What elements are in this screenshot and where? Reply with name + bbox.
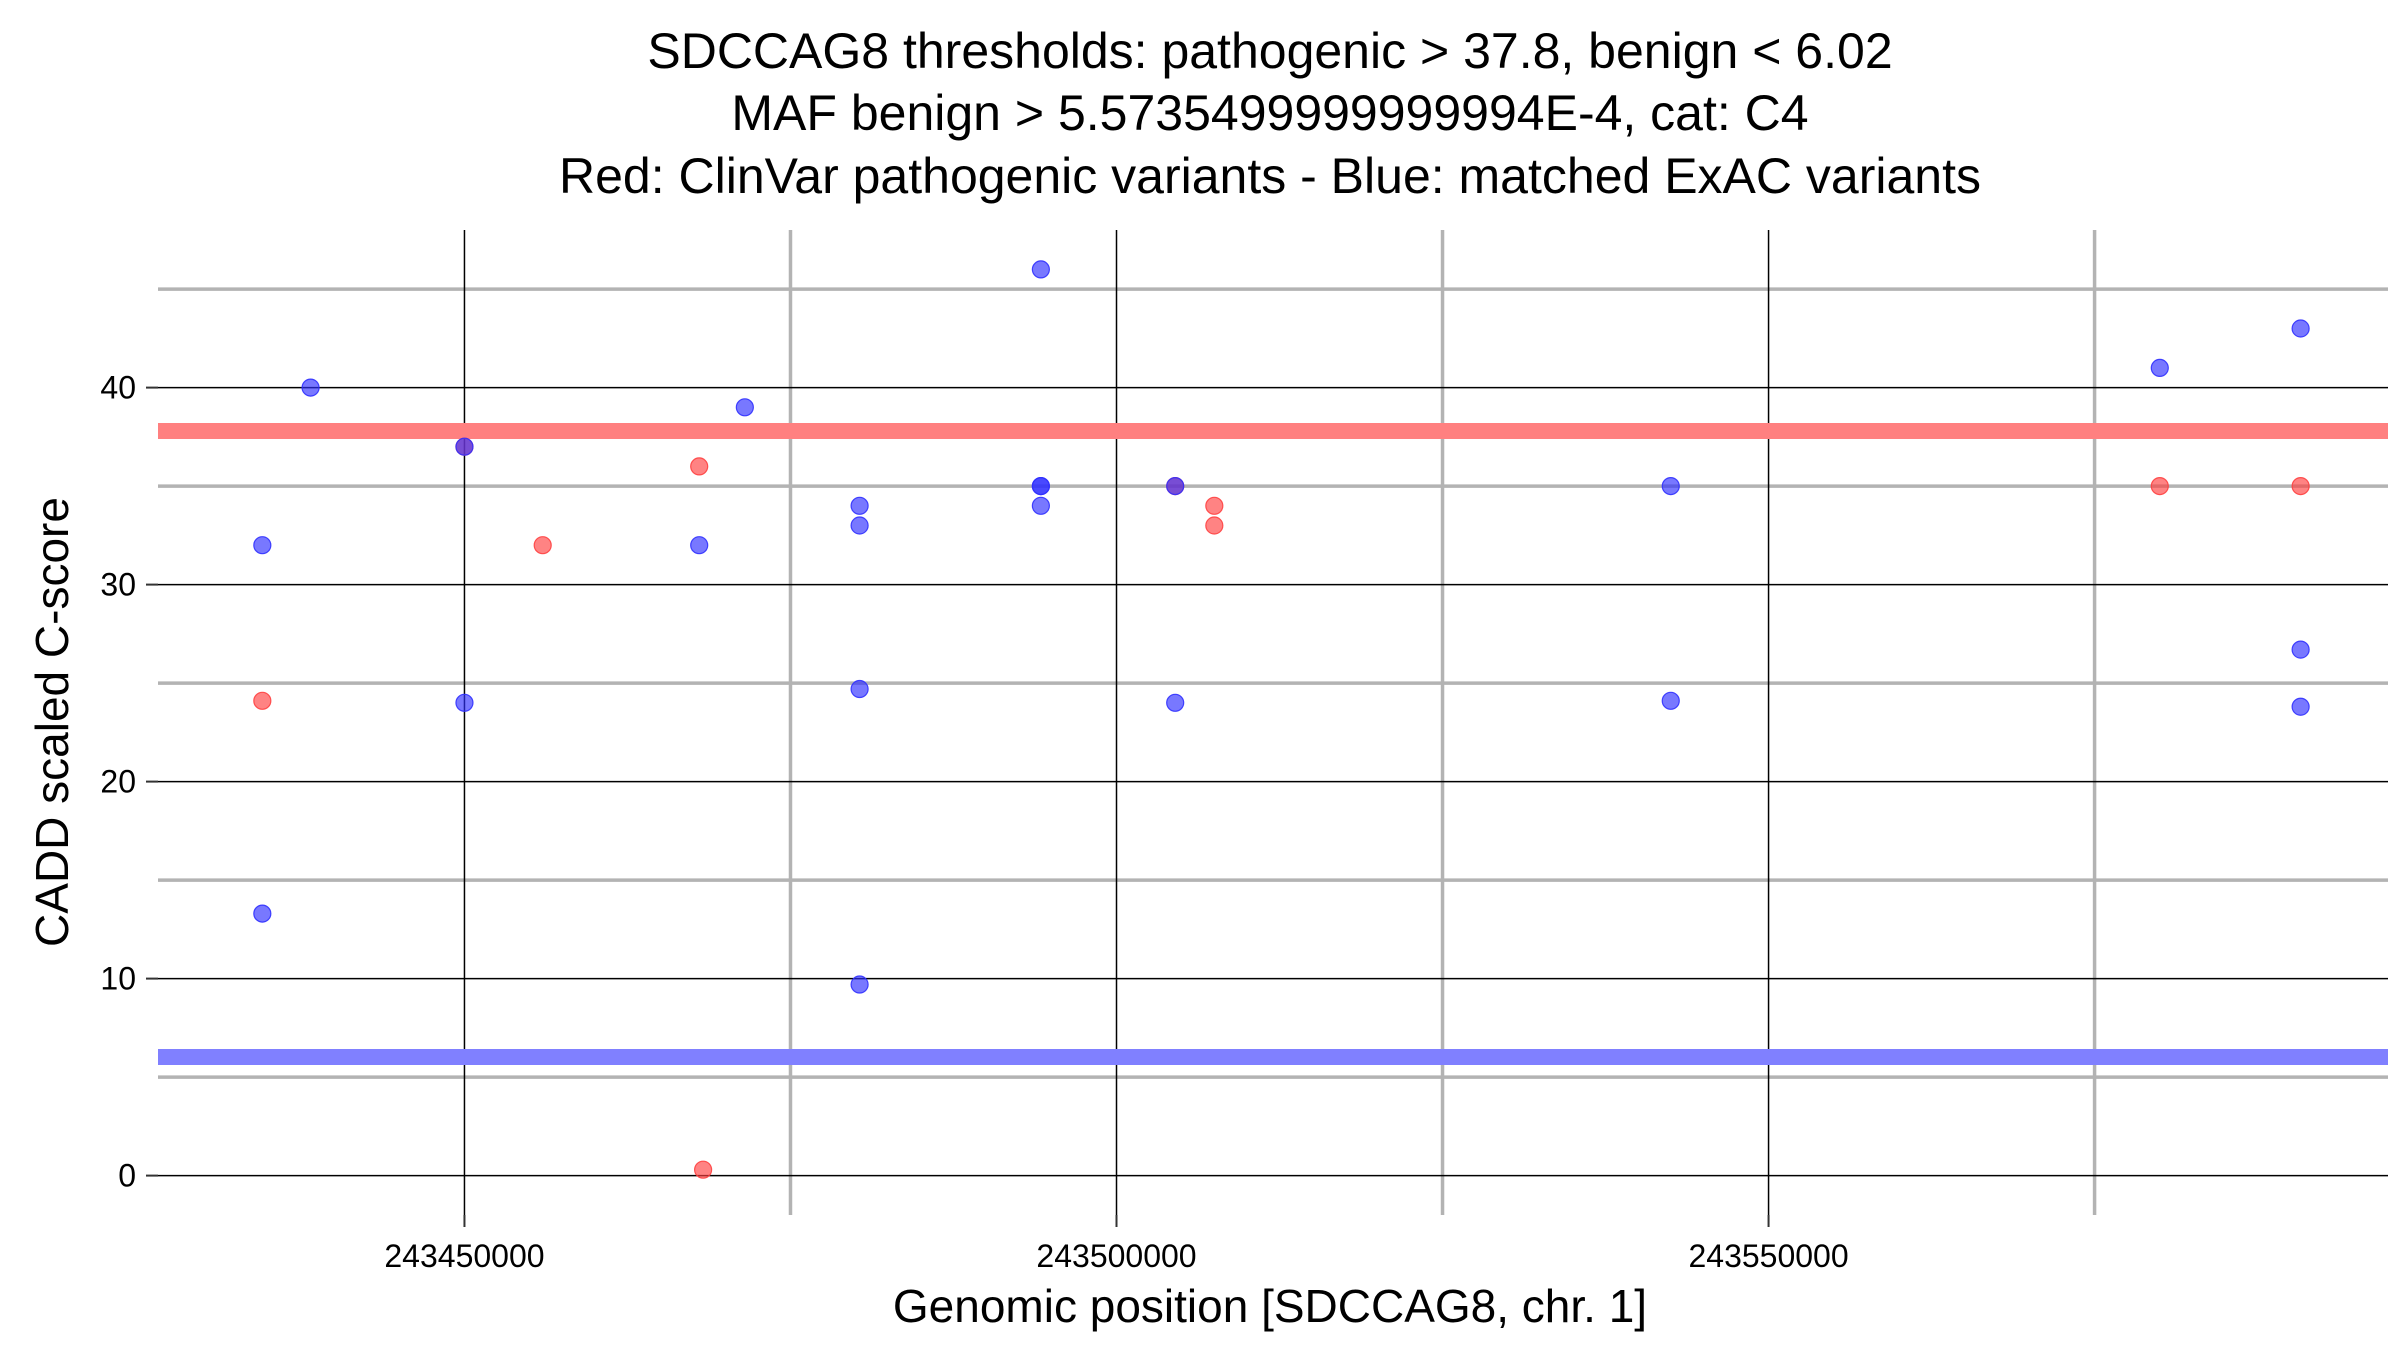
exac-point — [1166, 693, 1185, 712]
clinvar-point — [690, 457, 709, 476]
major-grid — [158, 230, 2388, 1215]
exac-point — [850, 516, 869, 535]
exac-point — [2291, 640, 2310, 659]
exac-point — [850, 975, 869, 994]
y-tick-label: 0 — [118, 1158, 136, 1194]
exac-point — [253, 904, 272, 923]
threshold-lines — [158, 422, 2388, 1066]
exac-point — [2291, 697, 2310, 716]
exac-point — [1031, 260, 1050, 279]
exac-point — [1031, 477, 1050, 496]
exac-point — [690, 536, 709, 555]
y-tick-label: 20 — [100, 764, 136, 800]
y-tick-label: 30 — [100, 567, 136, 603]
chart-title-line-3: Red: ClinVar pathogenic variants - Blue:… — [559, 148, 1981, 204]
exac-point — [735, 398, 754, 417]
exac-point — [2150, 358, 2169, 377]
x-axis-ticks: 243450000 243500000 243550000 — [384, 1215, 1849, 1274]
x-tick-label: 243550000 — [1688, 1238, 1848, 1274]
x-tick-label: 243500000 — [1036, 1238, 1196, 1274]
clinvar-point — [1205, 496, 1224, 515]
chart-title-line-1: SDCCAG8 thresholds: pathogenic > 37.8, b… — [647, 23, 1892, 79]
exac-point — [1661, 477, 1680, 496]
chart-title-line-2: MAF benign > 5.5735499999999994E-4, cat:… — [731, 85, 1808, 141]
x-tick-label: 243450000 — [384, 1238, 544, 1274]
clinvar-point — [533, 536, 552, 555]
exac-point — [850, 679, 869, 699]
exac-point — [301, 378, 320, 397]
data-points — [253, 260, 2310, 1179]
minor-grid — [158, 230, 2388, 1215]
exac-point — [850, 496, 869, 515]
y-tick-label: 40 — [100, 370, 136, 406]
clinvar-point — [694, 1160, 713, 1179]
clinvar-point — [1205, 516, 1224, 535]
clinvar-point — [2150, 477, 2169, 496]
exac-point — [2291, 319, 2310, 338]
exac-point — [253, 536, 272, 555]
exac-point — [1031, 496, 1050, 515]
exac-point — [455, 437, 474, 456]
y-axis-label: CADD scaled C-score — [26, 497, 78, 947]
clinvar-point — [253, 691, 272, 710]
exac-point — [1166, 477, 1185, 496]
x-axis-label: Genomic position [SDCCAG8, chr. 1] — [893, 1280, 1647, 1332]
y-axis-ticks: 0 10 20 30 40 — [100, 370, 158, 1194]
clinvar-point — [2291, 477, 2310, 496]
exac-point — [455, 693, 474, 712]
y-tick-label: 10 — [100, 961, 136, 997]
exac-point — [1661, 691, 1680, 710]
